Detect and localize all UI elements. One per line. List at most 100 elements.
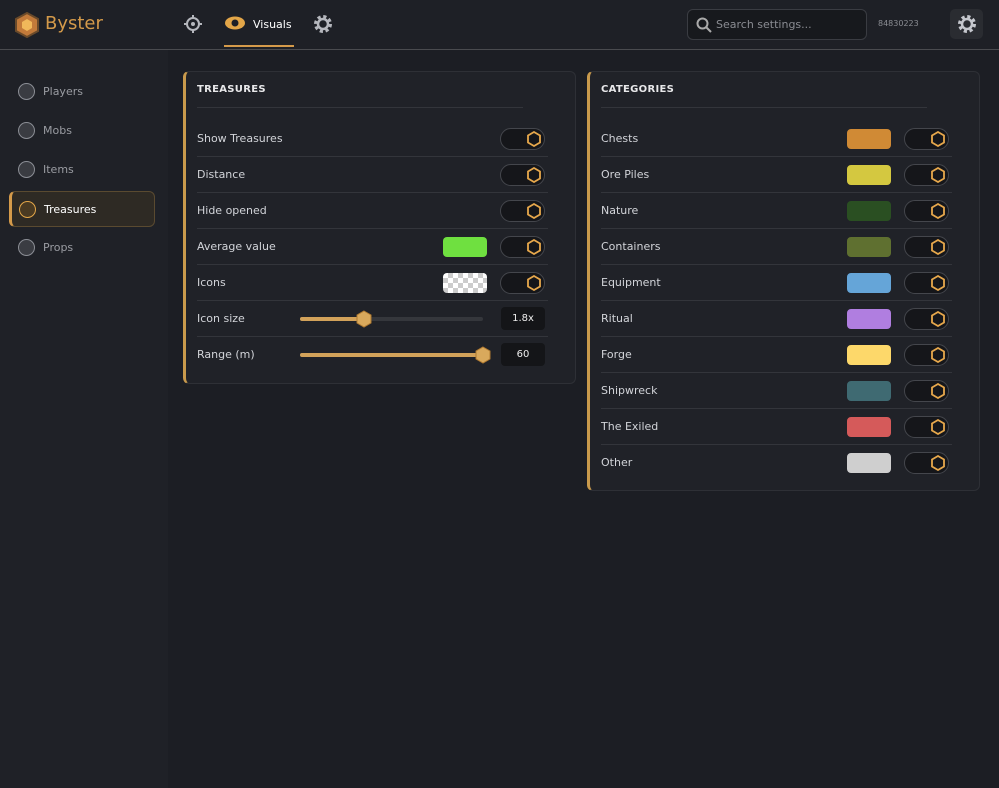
sidebar: Players Mobs Items Treasures Props xyxy=(0,50,168,788)
logo-icon xyxy=(15,12,39,38)
color-swatch[interactable] xyxy=(443,273,487,293)
row-label: Nature xyxy=(601,204,639,217)
color-swatch[interactable] xyxy=(847,201,891,221)
slider-fill xyxy=(300,317,365,321)
sidebar-icon xyxy=(18,83,35,100)
toggle[interactable] xyxy=(500,128,545,150)
visuals-tab[interactable]: Visuals xyxy=(224,10,294,47)
gear-button[interactable] xyxy=(950,9,983,39)
search-box[interactable]: Search settings... xyxy=(687,9,867,40)
row-label: Ore Piles xyxy=(601,168,650,181)
row-separator xyxy=(601,408,952,409)
sidebar-label: Items xyxy=(43,163,74,176)
color-swatch[interactable] xyxy=(847,273,891,293)
sidebar-label: Props xyxy=(43,241,74,254)
slider-knob[interactable] xyxy=(475,346,491,364)
aim-tab[interactable] xyxy=(183,14,203,34)
toggle[interactable] xyxy=(904,200,949,222)
toggle-knob xyxy=(931,347,945,363)
toggle-knob xyxy=(931,275,945,291)
row-label: Hide opened xyxy=(197,204,267,217)
panel-title: CATEGORIES xyxy=(601,84,675,95)
row-label: Equipment xyxy=(601,276,661,289)
slider-value: 1.8x xyxy=(501,307,545,330)
user-id: 84830223 xyxy=(878,19,919,28)
toggle[interactable] xyxy=(904,380,949,402)
settings-tab[interactable] xyxy=(313,14,333,34)
top-bar: Byster Visuals Search settings... 848302… xyxy=(0,0,999,50)
row-separator xyxy=(601,156,952,157)
toggle[interactable] xyxy=(904,272,949,294)
toggle[interactable] xyxy=(500,236,545,258)
row-label: Containers xyxy=(601,240,661,253)
search-icon xyxy=(696,17,712,33)
toggle-knob xyxy=(931,239,945,255)
color-swatch[interactable] xyxy=(847,165,891,185)
row-label: Shipwreck xyxy=(601,384,658,397)
sidebar-icon xyxy=(18,239,35,256)
tab-label: Visuals xyxy=(253,18,292,31)
search-placeholder: Search settings... xyxy=(716,18,812,31)
row-label: Other xyxy=(601,456,633,469)
toggle[interactable] xyxy=(500,272,545,294)
toggle-knob xyxy=(527,239,541,255)
sidebar-item[interactable]: Treasures xyxy=(9,191,155,227)
toggle[interactable] xyxy=(904,308,949,330)
color-swatch[interactable] xyxy=(847,345,891,365)
toggle[interactable] xyxy=(500,200,545,222)
toggle-knob xyxy=(527,203,541,219)
title-separator xyxy=(601,107,927,108)
color-swatch[interactable] xyxy=(847,381,891,401)
sidebar-item[interactable]: Items xyxy=(9,152,155,188)
title-separator xyxy=(197,107,523,108)
row-label: Distance xyxy=(197,168,246,181)
toggle[interactable] xyxy=(904,416,949,438)
sidebar-label: Players xyxy=(43,85,83,98)
row-label: Chests xyxy=(601,132,639,145)
row-separator xyxy=(601,444,952,445)
toggle[interactable] xyxy=(904,452,949,474)
color-swatch[interactable] xyxy=(847,309,891,329)
toggle-knob xyxy=(931,383,945,399)
toggle-knob xyxy=(527,131,541,147)
toggle-knob xyxy=(931,311,945,327)
toggle-knob xyxy=(527,275,541,291)
app-name: Byster xyxy=(45,13,103,34)
slider-fill xyxy=(300,353,483,357)
row-separator xyxy=(601,192,952,193)
row-separator xyxy=(601,336,952,337)
row-label: Forge xyxy=(601,348,632,361)
row-label: Show Treasures xyxy=(197,132,283,145)
sidebar-icon xyxy=(19,201,36,218)
row-label: Range (m) xyxy=(197,348,255,361)
color-swatch[interactable] xyxy=(847,237,891,257)
sidebar-item[interactable]: Mobs xyxy=(9,113,155,149)
row-label: The Exiled xyxy=(601,420,659,433)
sidebar-item[interactable]: Props xyxy=(9,230,155,266)
toggle[interactable] xyxy=(500,164,545,186)
row-separator xyxy=(197,300,548,301)
color-swatch[interactable] xyxy=(847,453,891,473)
row-separator xyxy=(197,192,548,193)
slider-knob[interactable] xyxy=(356,310,372,328)
toggle[interactable] xyxy=(904,128,949,150)
sidebar-label: Mobs xyxy=(43,124,72,137)
color-swatch[interactable] xyxy=(847,417,891,437)
treasures-panel: TREASURES Show Treasures Distance Hide ope… xyxy=(183,71,576,384)
sidebar-icon xyxy=(18,122,35,139)
sidebar-item[interactable]: Players xyxy=(9,74,155,110)
color-swatch[interactable] xyxy=(443,237,487,257)
toggle[interactable] xyxy=(904,164,949,186)
row-separator xyxy=(197,156,548,157)
row-separator xyxy=(601,372,952,373)
toggle[interactable] xyxy=(904,344,949,366)
toggle[interactable] xyxy=(904,236,949,258)
sidebar-icon xyxy=(18,161,35,178)
slider-track[interactable] xyxy=(300,317,483,321)
color-swatch[interactable] xyxy=(847,129,891,149)
row-separator xyxy=(197,336,548,337)
row-separator xyxy=(197,264,548,265)
row-separator xyxy=(601,264,952,265)
